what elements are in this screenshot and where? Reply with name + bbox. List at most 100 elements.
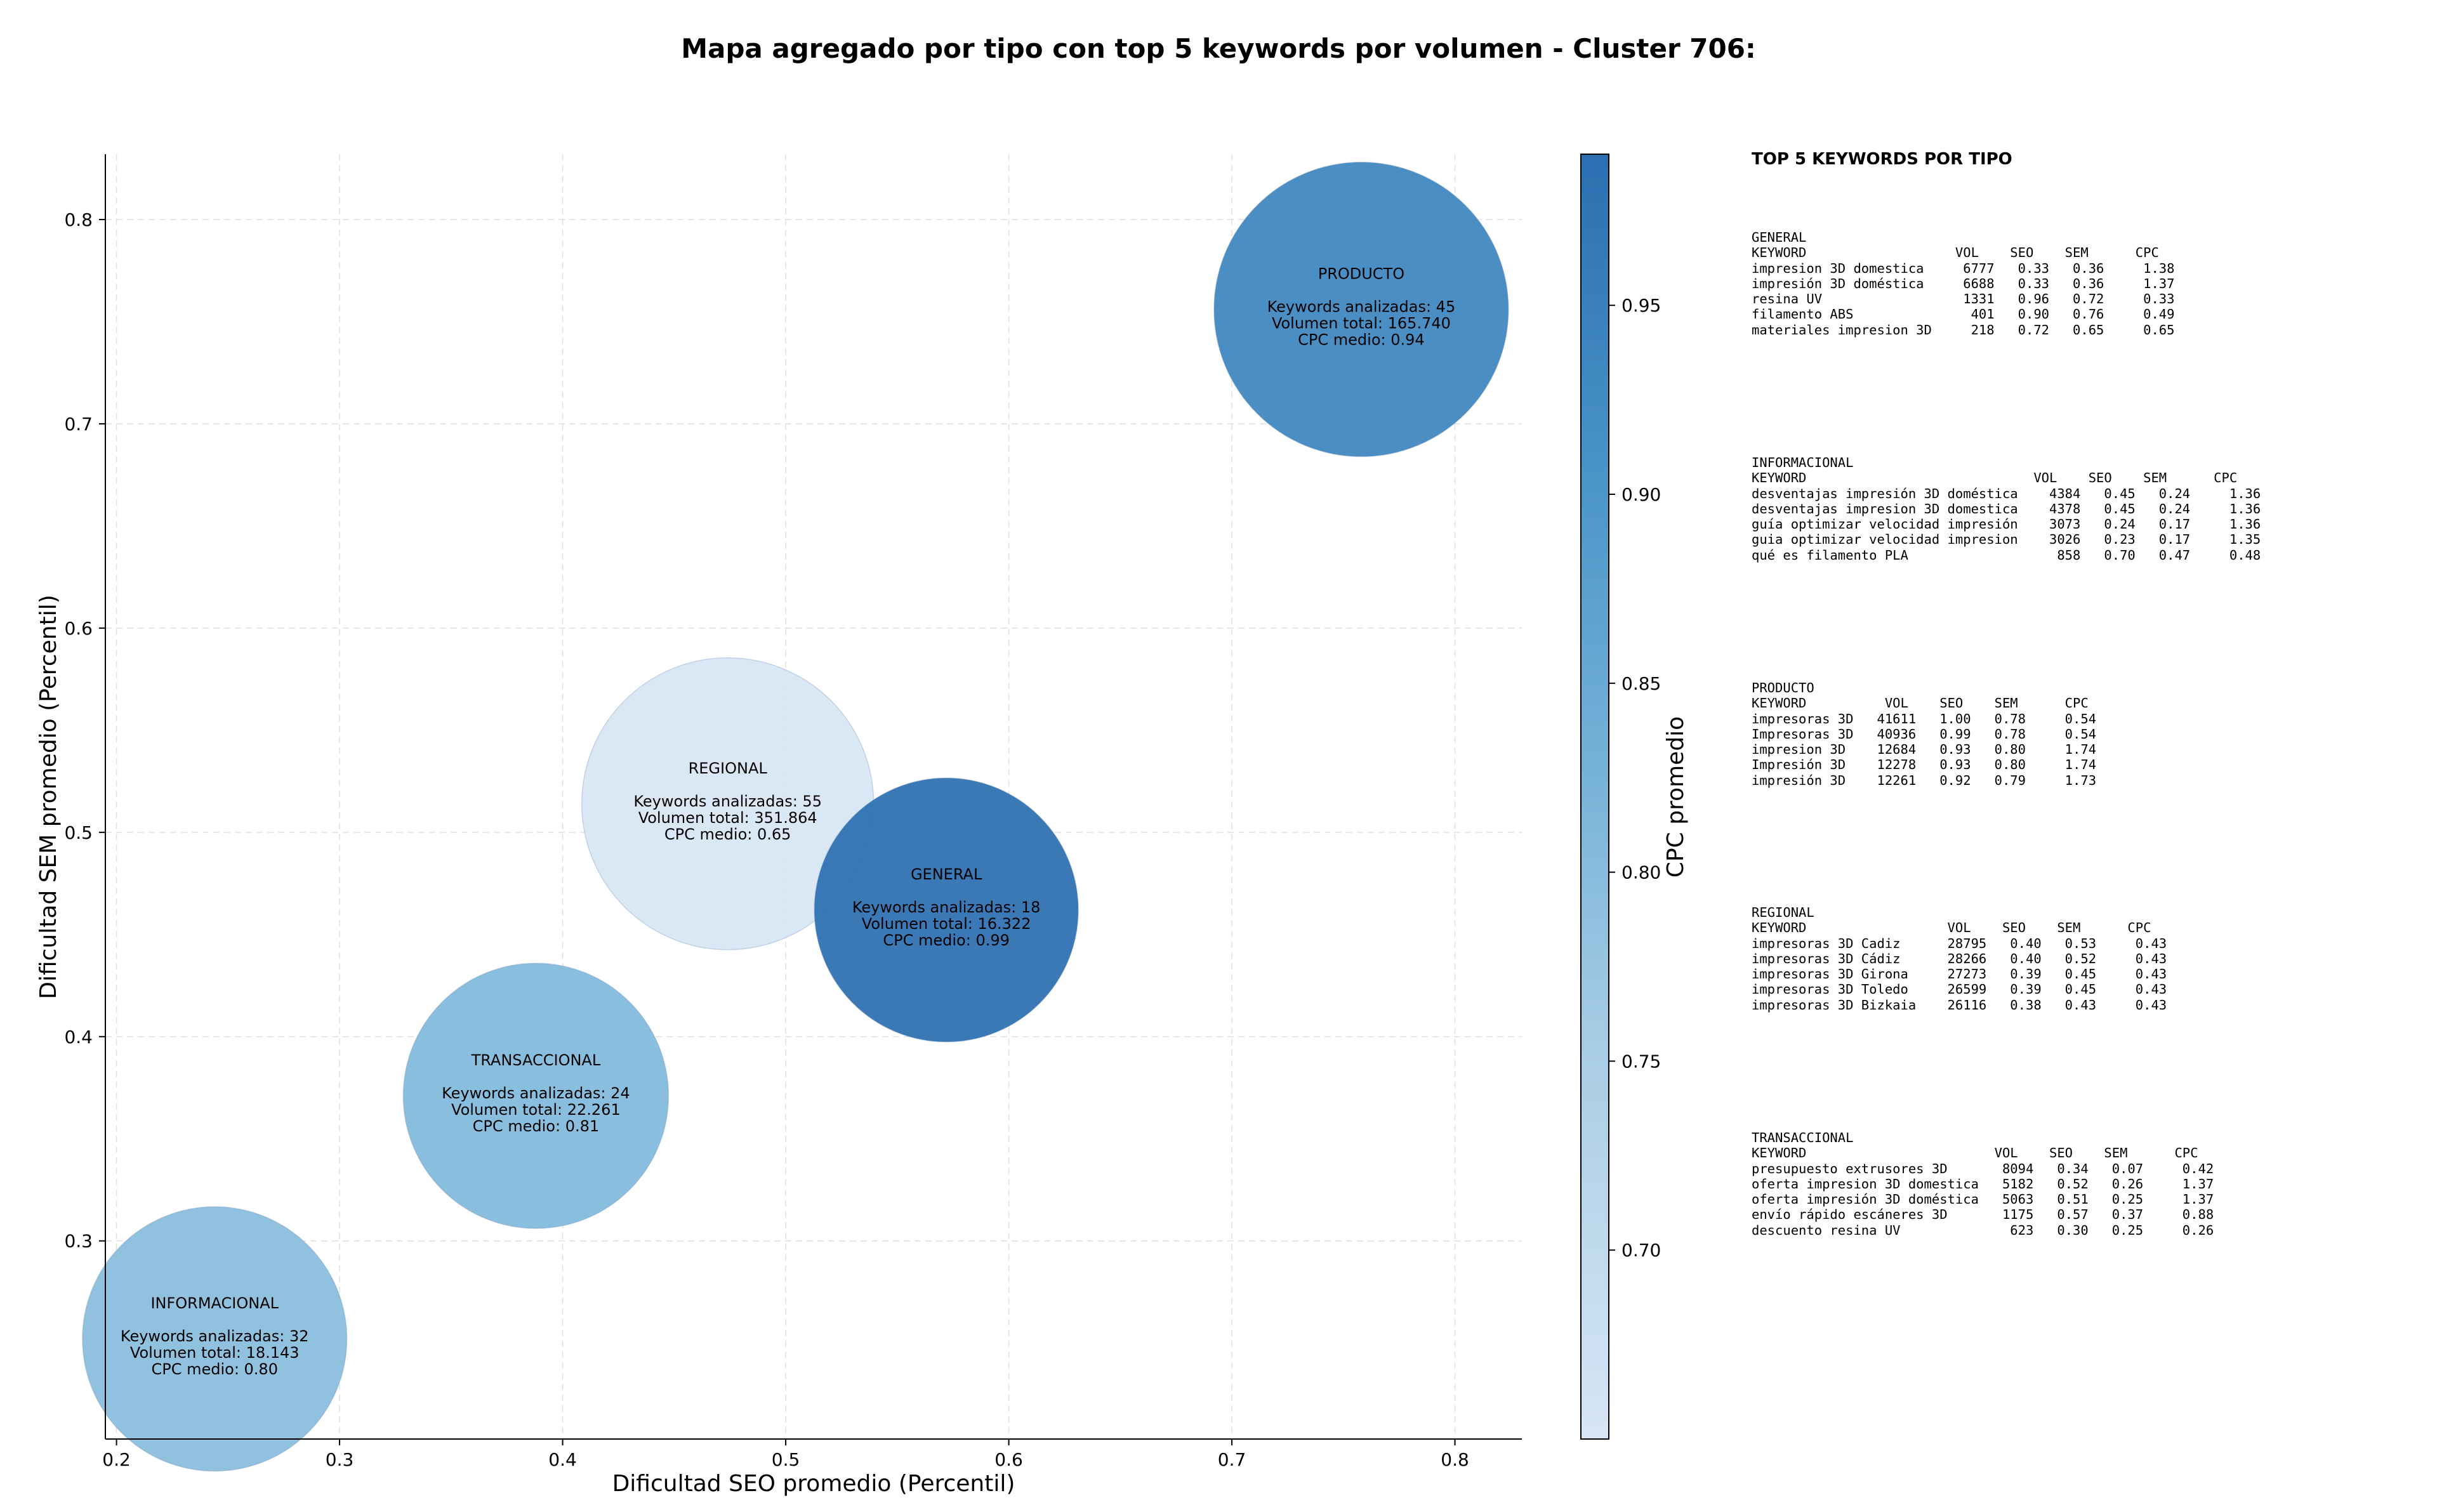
table-header-row: KEYWORD VOL SEO SEM CPC — [1752, 470, 2238, 486]
x-tick-label: 0.8 — [1441, 1449, 1469, 1470]
colorbar-ticks: 0.70 0.75 0.80 0.85 0.90 0.95 — [1609, 295, 1661, 1261]
table-row: impresión 3D 12261 0.92 0.79 1.73 — [1752, 772, 2097, 788]
bubble-circle — [402, 963, 670, 1229]
axes — [105, 154, 1522, 1440]
table-row: qué es filamento PLA 858 0.70 0.47 0.48 — [1752, 547, 2261, 563]
bubble-cpc-medio: CPC medio: 0.94 — [1298, 331, 1425, 349]
bubble-type-label: GENERAL — [911, 865, 982, 883]
y-tick-label: 0.5 — [64, 822, 93, 843]
table-row: impresoras 3D 41611 1.00 0.78 0.54 — [1752, 711, 2097, 726]
keyword-table-producto: PRODUCTO KEYWORD VOL SEO SEM CPC impresora… — [1752, 680, 2096, 788]
y-tick-label: 0.3 — [64, 1231, 93, 1252]
table-row: impresión 3D doméstica 6688 0.33 0.36 1.… — [1752, 275, 2175, 291]
x-tick-label: 0.2 — [102, 1449, 131, 1470]
bubble-volume-total: Volumen total: 22.261 — [451, 1101, 621, 1119]
table-group-name: GENERAL — [1752, 230, 1807, 245]
table-group-name: PRODUCTO — [1752, 680, 1814, 695]
x-tick-label: 0.7 — [1218, 1449, 1246, 1470]
x-tick-label: 0.6 — [994, 1449, 1023, 1470]
colorbar-tick-label: 0.90 — [1621, 484, 1661, 505]
bubble-keywords-count: Keywords analizadas: 24 — [442, 1084, 630, 1102]
bubble-transaccional: TRANSACCIONAL Keywords analizadas: 24Volu… — [402, 963, 670, 1229]
table-row: materiales impresion 3D 218 0.72 0.65 0.… — [1752, 322, 2175, 338]
bubble-type-label: TRANSACCIONAL — [471, 1051, 601, 1069]
bubble-volume-total: Volumen total: 16.322 — [862, 915, 1031, 933]
table-row: oferta impresion 3D domestica 5182 0.52 … — [1752, 1176, 2214, 1192]
table-header-row: KEYWORD VOL SEO SEM CPC — [1752, 245, 2159, 261]
table-row: oferta impresión 3D doméstica 5063 0.51 … — [1752, 1192, 2214, 1207]
table-header-row: KEYWORD VOL SEO SEM CPC — [1752, 920, 2151, 936]
bubble-type-label: INFORMACIONAL — [150, 1294, 279, 1312]
table-row: impresoras 3D Toledo 26599 0.39 0.45 0.4… — [1752, 982, 2167, 997]
bubble-cpc-medio: CPC medio: 0.80 — [151, 1360, 278, 1378]
keyword-table-regional: REGIONAL KEYWORD VOL SEO SEM CPC impresora… — [1752, 905, 2167, 1013]
bubble-circle — [814, 777, 1079, 1042]
table-row: Impresión 3D 12278 0.93 0.80 1.74 — [1752, 757, 2097, 773]
table-row: guia optimizar velocidad impresion 3026 … — [1752, 532, 2261, 548]
table-row: impresion 3D domestica 6777 0.33 0.36 1.… — [1752, 260, 2175, 276]
y-axis-label: Dificultad SEM promedio (Percentil) — [36, 595, 62, 999]
x-tick-label: 0.3 — [326, 1449, 354, 1470]
colorbar-tick-label: 0.75 — [1621, 1051, 1661, 1072]
bubble-cpc-medio: CPC medio: 0.99 — [883, 931, 1010, 949]
table-row: impresoras 3D Cadiz 28795 0.40 0.53 0.43 — [1752, 935, 2167, 951]
colorbar-tick-label: 0.80 — [1621, 862, 1661, 883]
x-tick-label: 0.5 — [772, 1449, 800, 1470]
colorbar-gradient — [1580, 154, 1609, 1440]
table-row: desventajas impresion 3D domestica 4378 … — [1752, 501, 2261, 516]
bubble-volume-total: Volumen total: 351.864 — [638, 809, 817, 827]
chart-title: Mapa agregado por tipo con top 5 keyword… — [681, 33, 1756, 64]
table-row: envío rápido escáneres 3D 1175 0.57 0.37… — [1752, 1207, 2214, 1223]
table-row: desventajas impresión 3D doméstica 4384 … — [1752, 485, 2261, 501]
bubble-volume-total: Volumen total: 165.740 — [1272, 315, 1451, 332]
table-row: descuento resina UV 623 0.30 0.25 0.26 — [1752, 1222, 2214, 1238]
bubble-type-label: PRODUCTO — [1318, 265, 1404, 283]
y-tick-label: 0.6 — [64, 618, 93, 639]
bubble-keywords-count: Keywords analizadas: 55 — [633, 792, 822, 810]
bubble-volume-total: Volumen total: 18.143 — [130, 1344, 300, 1362]
y-tick-label: 0.4 — [64, 1027, 93, 1048]
bubble-cpc-medio: CPC medio: 0.81 — [473, 1117, 600, 1135]
table-header-row: KEYWORD VOL SEO SEM CPC — [1752, 695, 2089, 711]
bubble-circle — [82, 1206, 348, 1472]
bubble-informacional: INFORMACIONAL Keywords analizadas: 32Volu… — [82, 1206, 348, 1472]
table-row: impresoras 3D Girona 27273 0.39 0.45 0.4… — [1752, 966, 2167, 982]
bubble-keywords-count: Keywords analizadas: 18 — [852, 898, 1041, 916]
table-group-name: INFORMACIONAL — [1752, 455, 1854, 470]
y-tick-label: 0.8 — [64, 209, 93, 230]
bubble-cpc-medio: CPC medio: 0.65 — [664, 825, 791, 843]
keyword-table-informacional: INFORMACIONAL KEYWORD VOL SEO SEM CPC desv… — [1752, 455, 2261, 563]
keyword-tables: TOP 5 KEYWORDS POR TIPO GENERAL KEYWORD V… — [1752, 150, 2424, 1238]
bubble-circle — [1213, 161, 1509, 457]
colorbar-label: CPC promedio — [1663, 716, 1689, 878]
tables-heading: TOP 5 KEYWORDS POR TIPO — [1752, 150, 2012, 169]
colorbar: 0.70 0.75 0.80 0.85 0.90 0.95 CPC promedio — [1580, 154, 1689, 1440]
keyword-table-transaccional: TRANSACCIONAL KEYWORD VOL SEO SEM CPC pres… — [1752, 1130, 2214, 1238]
x-axis-label: Dificultad SEO promedio (Percentil) — [612, 1471, 1015, 1497]
keyword-table-general: GENERAL KEYWORD VOL SEO SEM CPC impresion … — [1752, 230, 2174, 338]
colorbar-tick-label: 0.95 — [1621, 295, 1661, 316]
bubble-keywords-count: Keywords analizadas: 32 — [121, 1327, 309, 1345]
table-group-name: REGIONAL — [1752, 905, 1814, 920]
table-header-row: KEYWORD VOL SEO SEM CPC — [1752, 1145, 2198, 1161]
bubble-type-label: REGIONAL — [689, 759, 768, 777]
table-row: impresoras 3D Bizkaia 26116 0.38 0.43 0.… — [1752, 997, 2167, 1013]
table-row: resina UV 1331 0.96 0.72 0.33 — [1752, 291, 2175, 307]
table-row: impresion 3D 12684 0.93 0.80 1.74 — [1752, 742, 2097, 758]
colorbar-tick-label: 0.70 — [1621, 1240, 1661, 1261]
table-row: impresoras 3D Cádiz 28266 0.40 0.52 0.43 — [1752, 950, 2167, 966]
y-tick-label: 0.7 — [64, 414, 93, 435]
table-row: presupuesto extrusores 3D 8094 0.34 0.07… — [1752, 1160, 2214, 1176]
table-row: guía optimizar velocidad impresión 3073 … — [1752, 516, 2261, 532]
table-row: Impresoras 3D 40936 0.99 0.78 0.54 — [1752, 726, 2097, 742]
table-group-name: TRANSACCIONAL — [1752, 1130, 1854, 1145]
table-row: filamento ABS 401 0.90 0.76 0.49 — [1752, 306, 2175, 322]
bubble-keywords-count: Keywords analizadas: 45 — [1267, 298, 1456, 316]
axis-ticks: 0.2 0.3 0.4 0.5 0.6 0.7 0.8 0.3 0.4 0.5 0.6 0.7 0.8 — [64, 209, 1469, 1470]
colorbar-tick-label: 0.85 — [1621, 673, 1661, 694]
